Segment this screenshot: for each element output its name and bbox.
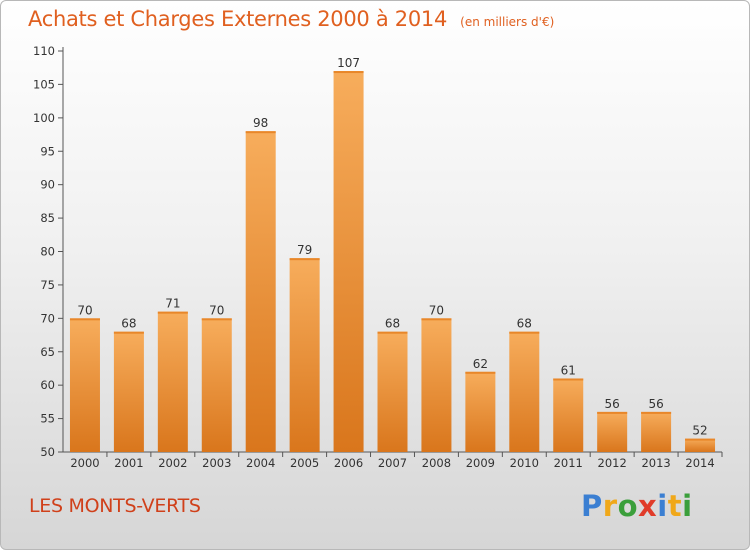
bar-top-edge: [465, 371, 496, 374]
bar-top-edge: [69, 318, 100, 321]
bar-top-edge: [289, 258, 320, 261]
bar: [509, 331, 540, 452]
y-tick-label: 75: [40, 278, 55, 292]
x-tick-label: 2008: [422, 456, 451, 470]
commune-name: LES MONTS-VERTS: [29, 495, 201, 517]
x-tick-label: 2009: [466, 456, 495, 470]
logo-letter: x: [638, 489, 658, 523]
bar: [289, 258, 320, 452]
y-tick-label: 55: [40, 412, 55, 426]
data-label: 61: [561, 363, 576, 377]
x-tick-label: 2012: [598, 456, 627, 470]
y-tick-label: 105: [33, 77, 55, 91]
bar-top-edge: [157, 311, 188, 314]
x-tick-label: 2013: [641, 456, 670, 470]
data-label: 68: [385, 317, 400, 331]
bar: [641, 411, 672, 452]
title-row: Achats et Charges Externes 2000 à 2014 (…: [28, 7, 554, 31]
data-label: 68: [517, 317, 532, 331]
logo-letter: P: [581, 489, 603, 523]
data-label: 107: [337, 56, 360, 70]
logo-letter: i: [682, 489, 693, 523]
y-tick-label: 65: [40, 345, 55, 359]
bar-top-edge: [553, 378, 584, 381]
bar-top-edge: [201, 318, 232, 321]
bar-top-edge: [597, 411, 628, 414]
data-label: 62: [473, 357, 488, 371]
y-tick-label: 80: [40, 245, 55, 259]
x-tick-label: 2004: [246, 456, 275, 470]
data-label: 56: [648, 397, 663, 411]
data-label: 98: [253, 116, 268, 130]
logo-letter: r: [602, 489, 618, 523]
y-tick-label: 60: [40, 378, 55, 392]
x-tick-label: 2001: [114, 456, 143, 470]
x-tick-label: 2014: [685, 456, 714, 470]
data-label: 71: [165, 297, 180, 311]
bar-top-edge: [685, 438, 716, 441]
bar-top-edge: [509, 331, 540, 334]
y-tick-label: 90: [40, 178, 55, 192]
data-label: 52: [692, 424, 707, 438]
data-label: 56: [605, 397, 620, 411]
bar-top-edge: [333, 71, 364, 74]
chart-unit-label: (en milliers d'€): [460, 15, 555, 29]
bar-top-edge: [421, 318, 452, 321]
bar-top-edge: [377, 331, 408, 334]
y-tick-label: 100: [33, 111, 55, 125]
bar-top-edge: [113, 331, 144, 334]
data-label: 70: [429, 303, 444, 317]
data-label: 70: [77, 303, 92, 317]
y-tick-label: 95: [40, 144, 55, 158]
bar: [377, 331, 408, 452]
y-tick-label: 110: [33, 44, 55, 58]
bar: [113, 331, 144, 452]
logo-letter: o: [617, 489, 639, 523]
logo-letter: t: [667, 489, 683, 523]
x-tick-label: 2007: [378, 456, 407, 470]
y-tick-label: 70: [40, 311, 55, 325]
chart-title: Achats et Charges Externes 2000 à 2014: [28, 7, 448, 31]
logo-letter: i: [657, 489, 668, 523]
x-tick-label: 2003: [202, 456, 231, 470]
bar: [157, 311, 188, 452]
bar: [245, 131, 276, 452]
bar: [201, 318, 232, 452]
data-label: 70: [209, 303, 224, 317]
x-tick-label: 2005: [290, 456, 319, 470]
bar: [333, 71, 364, 453]
x-tick-label: 2002: [158, 456, 187, 470]
x-tick-label: 2000: [70, 456, 99, 470]
data-label: 68: [121, 317, 136, 331]
bar: [465, 371, 496, 452]
bar-top-edge: [641, 411, 672, 414]
bar: [685, 438, 716, 452]
x-tick-label: 2011: [554, 456, 583, 470]
x-tick-label: 2010: [510, 456, 539, 470]
data-label: 79: [297, 243, 312, 257]
y-tick-label: 50: [40, 445, 55, 459]
bar: [421, 318, 452, 452]
bar-top-edge: [245, 131, 276, 134]
bar: [69, 318, 100, 452]
x-tick-label: 2006: [334, 456, 363, 470]
bar: [553, 378, 584, 452]
bar: [597, 411, 628, 452]
y-tick-label: 85: [40, 211, 55, 225]
proxiti-logo: Proxiti: [581, 489, 693, 523]
